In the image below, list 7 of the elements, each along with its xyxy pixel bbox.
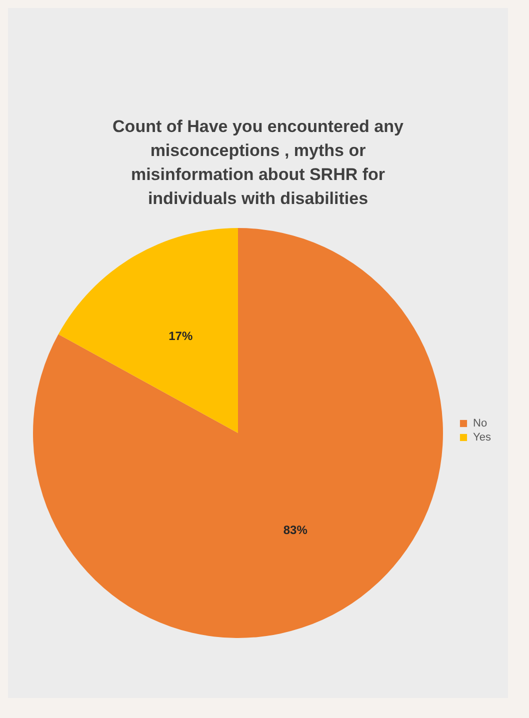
- data-label: 17%: [168, 328, 193, 343]
- pie-slice: [58, 228, 238, 433]
- data-label: 83%: [283, 523, 308, 538]
- legend-label: Yes: [473, 432, 492, 444]
- chart-title: Count of Have you encountered any misconceptions , myths or misinformation about SRHR for individuals with disabilities: [112, 117, 404, 208]
- legend-label: No: [473, 418, 488, 430]
- pie-slice: [33, 228, 443, 638]
